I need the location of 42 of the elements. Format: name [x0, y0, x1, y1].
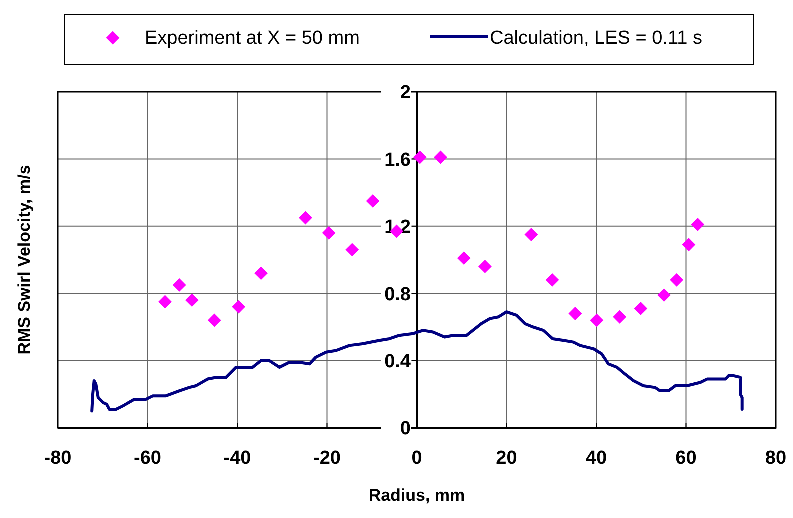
point	[590, 314, 604, 328]
point	[185, 294, 199, 308]
y-tick-label: 0.4	[384, 351, 412, 372]
point	[434, 150, 448, 164]
point	[232, 300, 246, 314]
y-axis-title: RMS Swirl Velocity, m/s	[15, 165, 34, 355]
legend-label: Calculation, LES = 0.11 s	[490, 28, 702, 49]
point	[634, 302, 648, 316]
y-tick-label: 2	[400, 82, 411, 104]
point	[691, 218, 705, 232]
point	[346, 243, 360, 257]
point	[682, 238, 696, 252]
point	[299, 211, 312, 225]
y-tick-label: 0	[400, 418, 411, 440]
point	[158, 295, 172, 309]
point	[172, 278, 186, 292]
x-tick-label: -80	[44, 448, 72, 469]
point	[208, 314, 222, 328]
x-tick-label: -60	[134, 448, 162, 469]
x-axis-title: Radius, mm	[368, 486, 466, 505]
line-series	[90, 310, 744, 413]
point	[613, 310, 627, 324]
x-tick-label: 80	[765, 448, 787, 469]
legend-label: Experiment at X = 50 mm	[145, 28, 360, 49]
point	[524, 228, 538, 242]
y-tick-label: 1.6	[384, 150, 411, 171]
x-tick-label: -40	[224, 448, 252, 469]
y-tick-label: 0.8	[384, 284, 411, 306]
point	[658, 288, 671, 302]
x-tick-label: -20	[314, 448, 341, 469]
x-tick-label: 40	[586, 448, 608, 469]
point	[457, 252, 471, 266]
x-tick-label: 20	[496, 448, 518, 469]
point	[670, 273, 684, 287]
point	[413, 150, 427, 164]
point	[322, 226, 336, 240]
point	[366, 194, 380, 208]
x-tick-label: 60	[676, 448, 697, 469]
point	[254, 266, 268, 280]
point	[546, 273, 560, 287]
point	[478, 260, 492, 274]
point	[568, 307, 582, 320]
